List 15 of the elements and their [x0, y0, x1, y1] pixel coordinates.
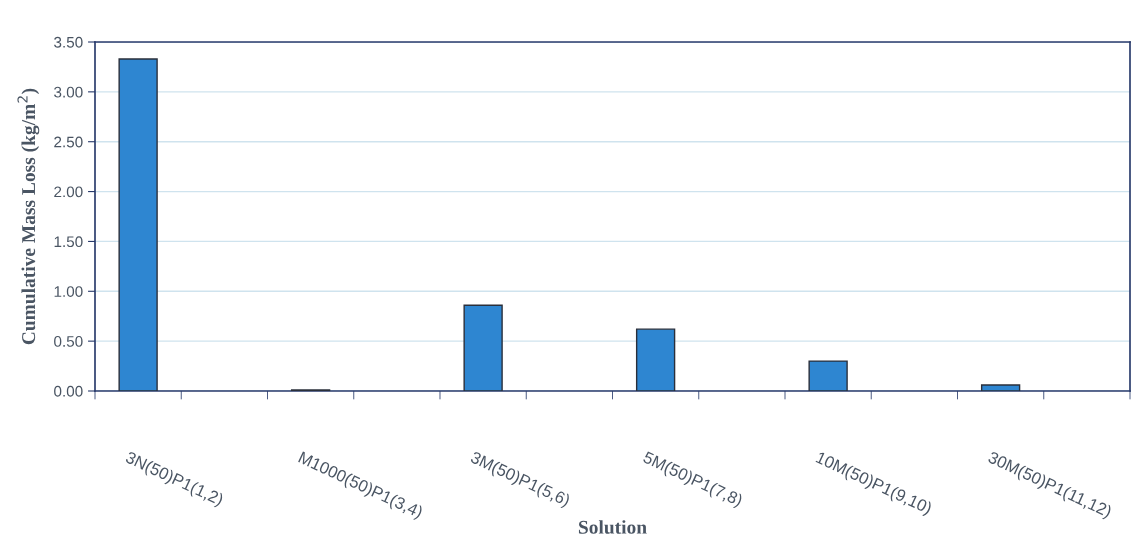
y-tick-label: 3.00	[54, 86, 83, 98]
x-axis-title: Solution	[578, 520, 647, 534]
y-tick-label: 2.00	[54, 186, 83, 198]
bar	[118, 58, 158, 391]
bar	[463, 304, 503, 391]
bar	[808, 360, 848, 391]
bar	[980, 384, 1021, 391]
y-tick-label: 2.50	[54, 136, 83, 148]
y-tick-label: 3.50	[54, 36, 83, 48]
y-tick-label: 1.50	[54, 236, 83, 248]
y-axis-title: Cumulative Mass Loss (kg/m$^{2}$)	[17, 88, 40, 345]
y-tick-label: 0.50	[54, 336, 83, 347]
y-tick-label: 0.00	[54, 385, 83, 397]
y-tick-label: 1.00	[54, 286, 83, 297]
bar	[635, 328, 676, 391]
